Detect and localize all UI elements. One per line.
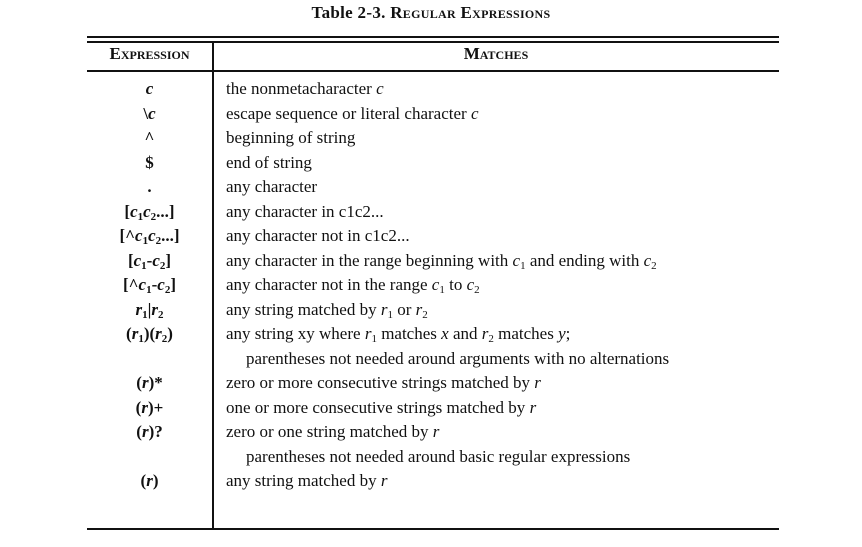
expression-cell: . <box>147 177 152 196</box>
table-row: (r1)(r2) any string xy where r1 matches x… <box>0 322 862 347</box>
matches-cell: parentheses not needed around basic regu… <box>246 446 631 466</box>
expression-cell: (r1)(r2) <box>126 324 173 345</box>
header-matches: Matches <box>463 44 529 63</box>
expression-cell: (r) <box>140 471 159 490</box>
expression-cell: (r)* <box>136 373 163 392</box>
bottom-rule <box>87 528 779 530</box>
expression-cell: (r)+ <box>135 397 164 417</box>
expression-cell: c <box>145 79 154 98</box>
table-row: r1|r2 any string matched by r1 or r2 <box>0 298 862 323</box>
expression-cell: $ <box>145 152 154 172</box>
matches-cell: any character in the range beginning wit… <box>226 250 657 272</box>
matches-cell: zero or more consecutive strings matched… <box>226 373 541 392</box>
matches-cell: any character in c1c2... <box>226 201 384 221</box>
header-rule <box>87 70 779 72</box>
matches-cell: any string xy where r1 matches x and r2 … <box>226 324 571 345</box>
matches-cell: escape sequence or literal character c <box>226 103 479 123</box>
table-row: (r) any string matched by r <box>0 469 862 494</box>
header-expression: Expression <box>109 44 190 63</box>
expression-cell: ^ <box>144 128 155 147</box>
matches-cell: any string matched by r1 or r2 <box>226 299 428 321</box>
top-rule-inner <box>87 41 779 43</box>
table-row: parentheses not needed around basic regu… <box>0 445 862 470</box>
table-row: ^ beginning of string <box>0 126 862 151</box>
table-row: [c1c2...] any character in c1c2... <box>0 200 862 225</box>
table-row: parentheses not needed around arguments … <box>0 347 862 372</box>
table-row: [^c1c2...] any character not in c1c2... <box>0 224 862 249</box>
table-number: Table 2-3. <box>311 3 386 22</box>
top-rule <box>87 36 779 38</box>
expression-cell: [^c1-c2] <box>123 275 176 296</box>
table-caption: Table 2-3. Regular Expressions <box>0 3 862 23</box>
table-row: [c1-c2] any character in the range beginn… <box>0 249 862 274</box>
matches-cell: end of string <box>226 152 312 172</box>
expression-cell: \c <box>143 103 156 123</box>
table-row: (r)? zero or one string matched by r <box>0 420 862 445</box>
table-row: (r)+ one or more consecutive strings matc… <box>0 396 862 421</box>
table-body: c the nonmetacharacter c \c escape sequenc… <box>0 77 862 494</box>
expression-cell: [^c1c2...] <box>119 226 180 247</box>
expression-cell: [c1c2...] <box>124 201 175 223</box>
table-row: \c escape sequence or literal character c <box>0 102 862 127</box>
matches-cell: the nonmetacharacter c <box>226 79 384 98</box>
table-row: . any character <box>0 175 862 200</box>
matches-cell: one or more consecutive strings matched … <box>226 397 537 417</box>
expression-cell: (r)? <box>136 422 163 441</box>
table-row: [^c1-c2] any character not in the range c… <box>0 273 862 298</box>
expression-cell: [c1-c2] <box>127 250 172 272</box>
table-row: c the nonmetacharacter c <box>0 77 862 102</box>
matches-cell: any character <box>226 177 318 196</box>
matches-cell: any character not in c1c2... <box>226 226 410 245</box>
column-divider <box>212 41 214 529</box>
matches-cell: beginning of string <box>226 128 356 147</box>
table-row: $ end of string <box>0 151 862 176</box>
table-title: Regular Expressions <box>390 3 551 22</box>
matches-cell: any string matched by r <box>226 471 388 490</box>
expression-cell: r1|r2 <box>135 299 164 321</box>
matches-cell: parentheses not needed around arguments … <box>246 348 670 368</box>
matches-cell: zero or one string matched by r <box>226 422 440 441</box>
table-row: (r)* zero or more consecutive strings mat… <box>0 371 862 396</box>
matches-cell: any character not in the range c1 to c2 <box>226 275 480 296</box>
